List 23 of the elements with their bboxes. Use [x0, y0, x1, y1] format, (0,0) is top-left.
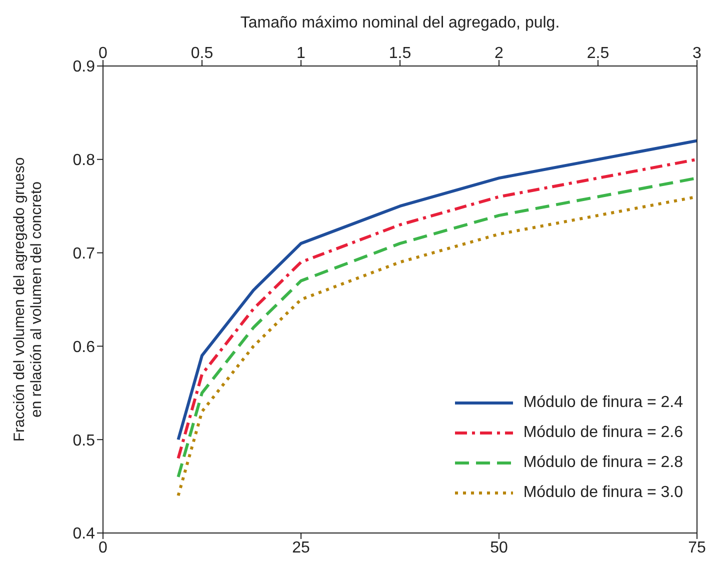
x2-tick-label: 3: [692, 45, 702, 62]
legend-label: Módulo de finura = 2.6: [523, 424, 683, 442]
y-tick-label: 0.8: [72, 152, 96, 170]
y-tick-label: 0.5: [72, 432, 96, 450]
x2-tick-label: 1.5: [388, 45, 412, 62]
legend-label: Módulo de finura = 3.0: [523, 484, 683, 502]
y-tick-label: 0.4: [72, 526, 96, 543]
x2-tick-label: 1: [296, 45, 306, 62]
x2-tick-label: 2.5: [586, 45, 610, 62]
x2-tick-label: 0: [98, 45, 108, 62]
x2-tick-label: 2: [494, 45, 504, 62]
x2-tick-label: 0.5: [190, 45, 214, 62]
y-tick-label: 0.9: [72, 58, 96, 76]
x-tick-label: 50: [490, 539, 508, 556]
x2-axis-title: Tamaño máximo nominal del agregado, pulg.: [240, 14, 560, 32]
x-tick-label: 0: [98, 539, 108, 556]
legend-label: Módulo de finura = 2.8: [523, 454, 683, 472]
x-tick-label: 25: [292, 539, 310, 556]
y-axis-title: Fracción del volumen del agregado grueso en relación al volumen del concreto: [11, 157, 45, 442]
legend-label: Módulo de finura = 2.4: [523, 394, 683, 412]
x-tick-label: 75: [688, 539, 706, 556]
y-tick-label: 0.6: [72, 338, 96, 356]
y-tick-label: 0.7: [72, 245, 96, 262]
